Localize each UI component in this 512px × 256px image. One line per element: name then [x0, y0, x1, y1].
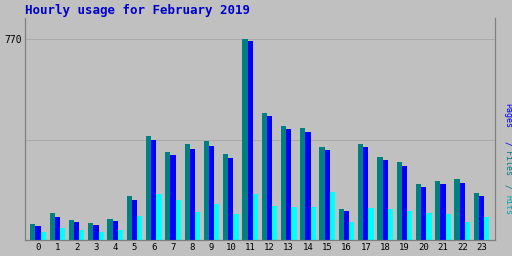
Bar	[363, 147, 369, 240]
Bar	[311, 207, 316, 240]
Bar	[416, 185, 421, 240]
Bar	[204, 141, 209, 240]
Bar	[93, 225, 98, 240]
Bar	[228, 158, 233, 240]
Bar	[349, 222, 354, 240]
Bar	[195, 212, 200, 240]
Bar	[407, 211, 412, 240]
Bar	[118, 230, 123, 240]
Bar	[455, 179, 460, 240]
Bar	[88, 223, 93, 240]
Bar	[165, 152, 170, 240]
Bar	[421, 187, 426, 240]
Bar	[479, 196, 484, 240]
Bar	[151, 140, 156, 240]
Bar	[440, 184, 445, 240]
Bar	[184, 144, 190, 240]
Bar	[137, 216, 142, 240]
Bar	[74, 222, 79, 240]
Bar	[108, 219, 113, 240]
Text: Pages: Pages	[503, 103, 512, 128]
Bar	[369, 208, 374, 240]
Bar	[50, 214, 55, 240]
Bar	[214, 204, 220, 240]
Bar	[286, 129, 291, 240]
Bar	[253, 194, 258, 240]
Bar	[79, 230, 84, 240]
Bar	[190, 149, 195, 240]
Bar	[60, 228, 65, 240]
Text: /: /	[503, 141, 512, 146]
Bar	[262, 113, 267, 240]
Bar	[397, 162, 402, 240]
Text: /: /	[503, 184, 512, 189]
Bar	[146, 136, 151, 240]
Bar	[291, 207, 296, 240]
Bar	[300, 129, 305, 240]
Text: Hourly usage for February 2019: Hourly usage for February 2019	[25, 4, 249, 17]
Bar	[358, 144, 363, 240]
Bar	[435, 180, 440, 240]
Bar	[281, 126, 286, 240]
Bar	[69, 220, 74, 240]
Bar	[382, 161, 388, 240]
Bar	[233, 214, 239, 240]
Bar	[113, 221, 118, 240]
Bar	[344, 211, 349, 240]
Bar	[98, 232, 104, 240]
Bar	[30, 224, 35, 240]
Text: Hits: Hits	[503, 195, 512, 215]
Bar	[305, 132, 311, 240]
Bar	[484, 217, 489, 240]
Bar	[170, 155, 176, 240]
Bar	[388, 209, 393, 240]
Bar	[156, 194, 162, 240]
Bar	[272, 206, 278, 240]
Bar	[248, 40, 253, 240]
Bar	[35, 226, 40, 240]
Bar	[223, 155, 228, 240]
Bar	[330, 192, 335, 240]
Bar	[402, 166, 407, 240]
Bar	[426, 213, 432, 240]
Bar	[176, 200, 181, 240]
Bar	[209, 146, 214, 240]
Bar	[460, 183, 465, 240]
Bar	[474, 193, 479, 240]
Bar	[339, 209, 344, 240]
Bar	[132, 200, 137, 240]
Bar	[242, 39, 248, 240]
Bar	[319, 147, 325, 240]
Text: Files: Files	[503, 151, 512, 176]
Bar	[377, 157, 382, 240]
Bar	[325, 150, 330, 240]
Bar	[126, 196, 132, 240]
Bar	[445, 215, 451, 240]
Bar	[40, 232, 46, 240]
Bar	[55, 217, 60, 240]
Bar	[465, 222, 470, 240]
Bar	[267, 116, 272, 240]
